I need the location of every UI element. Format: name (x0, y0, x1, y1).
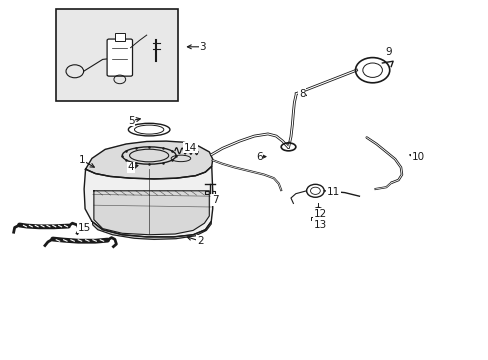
Text: 11: 11 (326, 186, 340, 197)
Polygon shape (92, 221, 211, 239)
Bar (56, 9, 178, 101)
Polygon shape (85, 141, 212, 179)
Text: 2: 2 (197, 236, 203, 246)
Text: 1: 1 (79, 155, 85, 165)
Text: 12: 12 (313, 209, 326, 219)
Text: 8: 8 (298, 89, 305, 99)
Polygon shape (84, 166, 212, 237)
Text: 5: 5 (127, 116, 134, 126)
Text: 14: 14 (183, 143, 197, 153)
Text: 13: 13 (313, 220, 326, 230)
Text: 10: 10 (411, 152, 424, 162)
Bar (115, 33, 124, 41)
FancyBboxPatch shape (107, 39, 132, 76)
Text: 15: 15 (78, 222, 91, 233)
Text: 4: 4 (127, 162, 134, 172)
Text: 7: 7 (211, 195, 218, 205)
Text: 6: 6 (255, 152, 262, 162)
Text: 3: 3 (199, 42, 206, 52)
Text: 9: 9 (385, 47, 391, 57)
Polygon shape (94, 191, 209, 235)
